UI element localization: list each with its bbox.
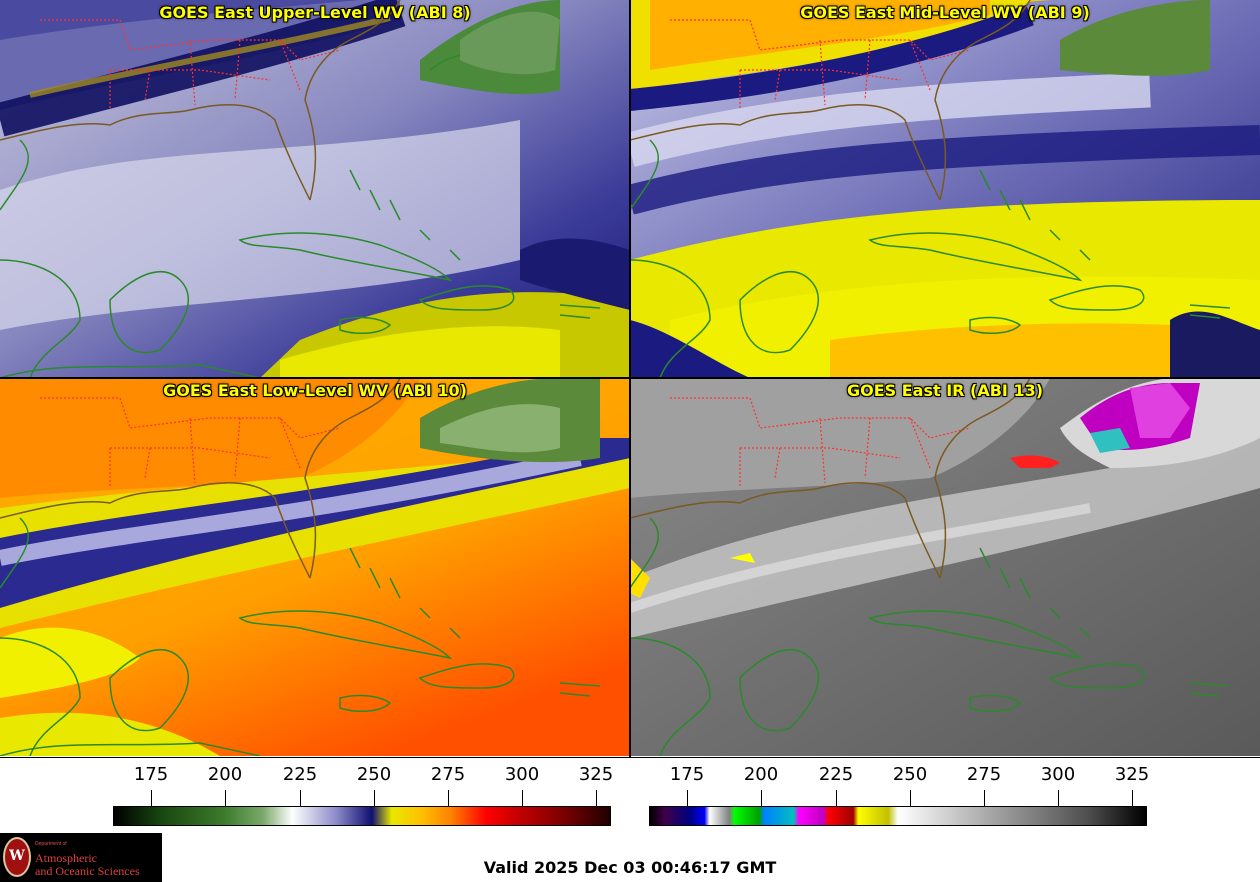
valid-time: Valid 2025 Dec 03 00:46:17 GMT [483,858,777,877]
wv-tick-label: 200 [207,764,243,785]
wv-colorbar-gradient [113,806,611,826]
panel-title: GOES East Upper-Level WV (ABI 8) [159,3,471,22]
ir-tick-label: 300 [1040,764,1076,785]
wv-tick-label: 300 [504,764,540,785]
panel-title: GOES East IR (ABI 13) [846,381,1044,400]
wv-tick [374,790,375,806]
ir-tick [687,790,688,806]
ir-tick [1058,790,1059,806]
ir-panel: GOES East IR (ABI 13) [630,378,1260,756]
ir-tick-label: 325 [1114,764,1150,785]
ir-tick-label: 250 [892,764,928,785]
panel-title: GOES East Mid-Level WV (ABI 9) [800,3,1090,22]
uw-seal-icon: W [3,837,31,877]
ir-colorbar-gradient [649,806,1147,826]
wv-tick-label: 275 [430,764,466,785]
upper-level-wv-panel: GOES East Upper-Level WV (ABI 8) [0,0,630,378]
low-level-wv-image [0,378,630,756]
wv-tick [300,790,301,806]
ir-tick [761,790,762,806]
wv-tick-label: 175 [133,764,169,785]
mid-level-wv-panel: GOES East Mid-Level WV (ABI 9) [630,0,1260,378]
wv-tick [596,790,597,806]
ir-tick-label: 275 [966,764,1002,785]
panel-title: GOES East Low-Level WV (ABI 10) [163,381,467,400]
wv-tick [225,790,226,806]
ir-colorbar: 175 200 225 250 275 300 325 [649,764,1149,826]
ir-tick-label: 225 [818,764,854,785]
ir-tick-label: 200 [743,764,779,785]
ir-tick [836,790,837,806]
ir-tick-label: 175 [669,764,705,785]
logo-line-2: Atmospheric [35,851,97,865]
ir-tick [1132,790,1133,806]
ir-tick [984,790,985,806]
panel-bottom-border [0,757,1260,758]
wv-colorbar: 175 200 225 250 275 300 325 [113,764,613,826]
aos-logo[interactable]: W Department of Atmospheric and Oceanic … [0,833,162,882]
upper-level-wv-image [0,0,630,378]
logo-line-3: and Oceanic Sciences [35,864,140,878]
mid-level-wv-image [630,0,1260,378]
logo-line-1: Department of [35,841,67,847]
wv-tick [151,790,152,806]
wv-tick [522,790,523,806]
ir-image [630,378,1260,756]
panel-divider-vertical [629,0,631,758]
ir-tick [910,790,911,806]
wv-tick [448,790,449,806]
wv-tick-label: 225 [282,764,318,785]
low-level-wv-panel: GOES East Low-Level WV (ABI 10) [0,378,630,756]
wv-tick-label: 250 [356,764,392,785]
wv-tick-label: 325 [578,764,614,785]
